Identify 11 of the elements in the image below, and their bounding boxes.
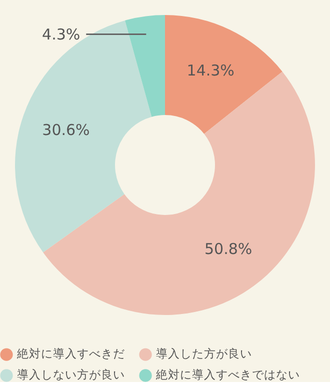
data-label: 30.6% — [42, 121, 90, 140]
data-label: 50.8% — [204, 240, 252, 258]
donut-slice — [165, 15, 282, 134]
donut-slice — [15, 20, 152, 252]
donut-slice — [124, 15, 165, 117]
legend-label: 絶対に導入すべきではない — [155, 368, 300, 382]
legend-label: 絶対に導入すべきだ — [16, 346, 125, 361]
data-label: 4.3% — [42, 25, 80, 44]
legend-label: 導入しない方が良い — [17, 368, 125, 382]
data-label: 14.3% — [186, 61, 234, 80]
legend-label: 導入した方が良い — [156, 346, 252, 361]
